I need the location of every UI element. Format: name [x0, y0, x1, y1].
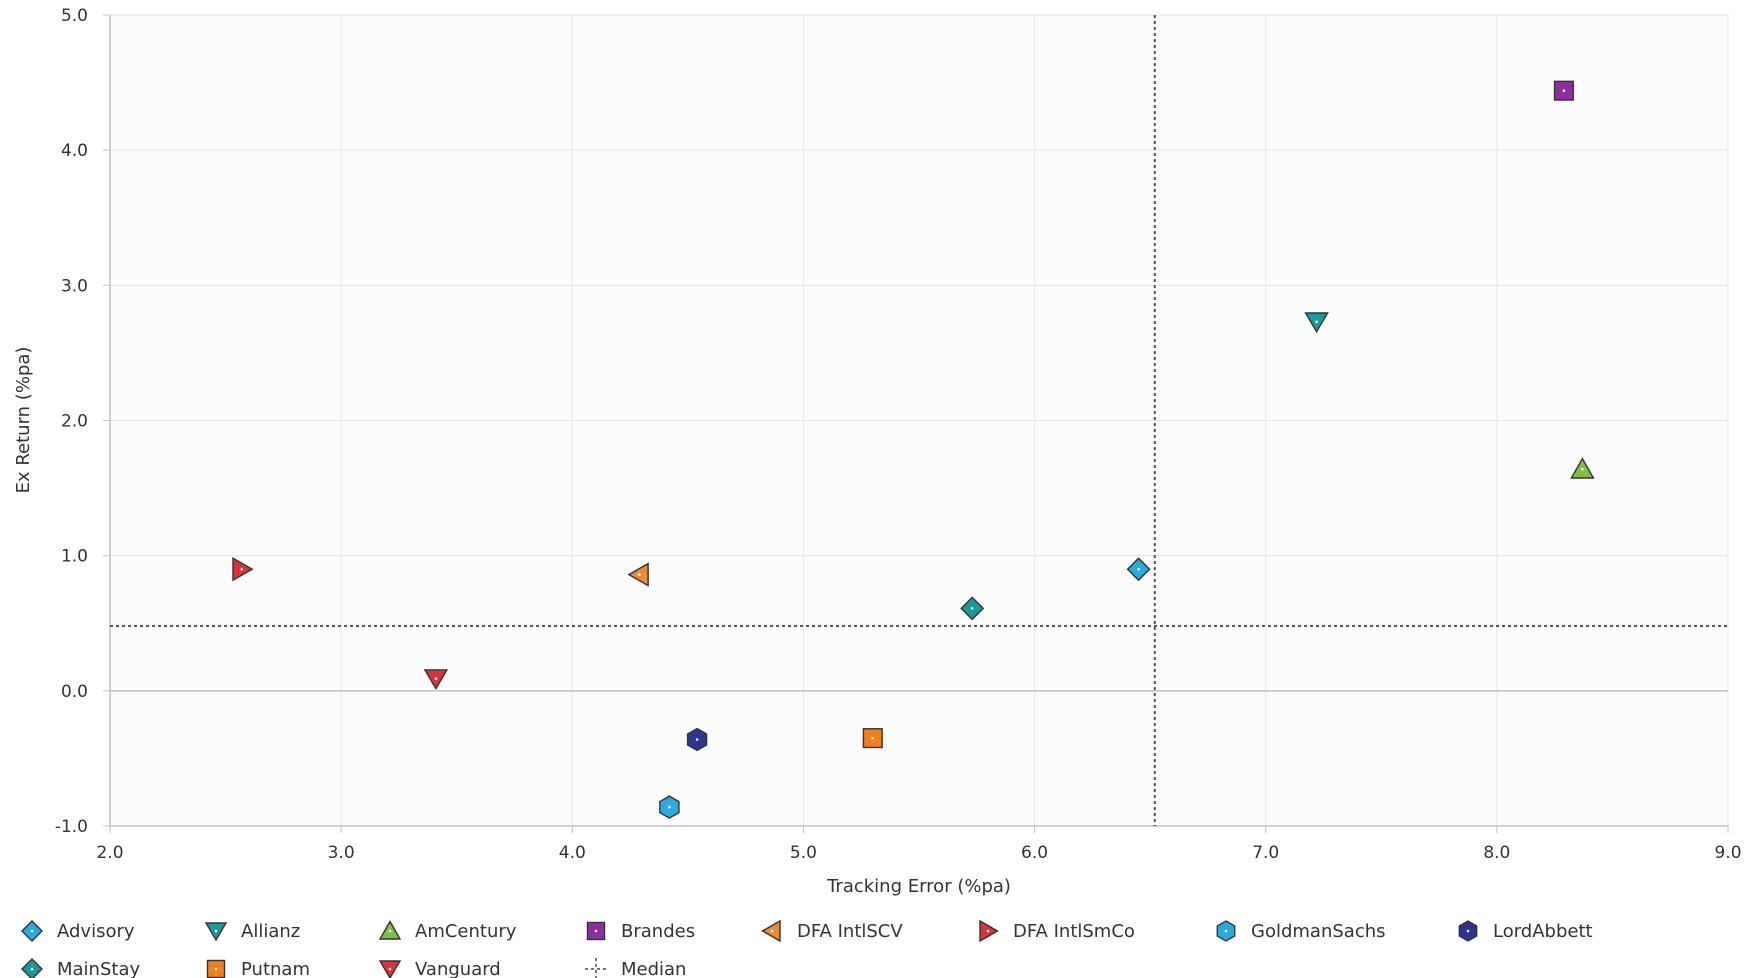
- marker-advisory-center: [1137, 567, 1140, 571]
- point-allianz: [1304, 312, 1329, 334]
- point-putnam: [862, 728, 883, 749]
- legend: Advisory Allianz AmCentury Brandes DFA IntlS…: [21, 919, 1593, 978]
- legend-item-median: Median: [585, 958, 686, 978]
- legend-item-putnam: Putnam: [206, 959, 310, 978]
- legend-item-advisory: Advisory: [21, 920, 135, 942]
- marker-dfa-intlscv-center: [638, 573, 641, 576]
- y-tick-label: -1.0: [55, 817, 88, 837]
- x-axis-title: Tracking Error (%pa): [826, 876, 1011, 897]
- legend-label-dfa-intlscv: DFA IntlSCV: [797, 921, 903, 942]
- point-dfa-intlscv: [627, 562, 649, 587]
- legend-item-mainstay: MainStay: [21, 958, 140, 978]
- point-mainstay: [960, 596, 985, 621]
- legend-marker-putnam-center: [214, 967, 218, 971]
- marker-amcentury-center: [1581, 467, 1584, 471]
- legend-marker-goldmansachs-center: [1224, 929, 1228, 933]
- marker-goldmansachs-center: [668, 805, 671, 809]
- y-tick-label: 1.0: [61, 547, 88, 567]
- y-tick-label: 4.0: [61, 141, 88, 161]
- legend-label-lordabbett: LordAbbett: [1493, 921, 1593, 942]
- legend-label-vanguard: Vanguard: [415, 959, 501, 978]
- legend-item-vanguard: Vanguard: [378, 959, 501, 978]
- y-axis-title: Ex Return (%pa): [13, 347, 34, 494]
- x-tick-label: 8.0: [1483, 843, 1510, 863]
- tick-labels: 2.0 3.0 4.0 5.0 6.0 7.0 8.0 9.0 -1.0 0.0 1.0 2.0 3.0…: [55, 6, 1742, 863]
- y-tick-label: 3.0: [61, 276, 88, 296]
- y-tick-label: 5.0: [61, 6, 88, 26]
- legend-marker-mainstay-center: [30, 967, 34, 971]
- x-tick-label: 4.0: [559, 843, 586, 863]
- point-advisory: [1126, 557, 1151, 582]
- point-amcentury: [1570, 457, 1595, 479]
- marker-putnam-center: [871, 736, 875, 740]
- y-tick-label: 0.0: [61, 682, 88, 702]
- legend-marker-brandes-center: [594, 929, 598, 933]
- marker-allianz-center: [1315, 320, 1318, 324]
- marker-vanguard-center: [434, 677, 438, 680]
- legend-marker-vanguard-center: [388, 967, 392, 971]
- point-goldmansachs: [659, 795, 680, 819]
- legend-label-brandes: Brandes: [621, 921, 695, 942]
- legend-item-amcentury: AmCentury: [378, 920, 517, 942]
- point-dfa-intlsmco: [232, 556, 254, 582]
- axes: [103, 14, 1729, 833]
- legend-item-dfa-intlsmco: DFA IntlSmCo: [979, 919, 1135, 943]
- point-lordabbett: [686, 727, 708, 752]
- x-tick-label: 9.0: [1714, 843, 1741, 863]
- legend-label-median: Median: [621, 959, 686, 978]
- legend-label-allianz: Allianz: [241, 921, 300, 942]
- marker-brandes-center: [1562, 89, 1566, 92]
- legend-marker-dfa-intlsmco-center: [986, 929, 990, 933]
- x-tick-label: 5.0: [790, 843, 817, 863]
- x-tick-label: 7.0: [1252, 843, 1279, 863]
- x-tick-label: 6.0: [1021, 843, 1048, 863]
- legend-label-amcentury: AmCentury: [415, 921, 517, 942]
- legend-label-dfa-intlsmco: DFA IntlSmCo: [1013, 921, 1135, 942]
- marker-dfa-intlsmco-center: [240, 567, 244, 571]
- legend-label-goldmansachs: GoldmanSachs: [1251, 921, 1386, 942]
- legend-marker-advisory-center: [30, 929, 34, 933]
- x-tick-label: 2.0: [96, 843, 123, 863]
- legend-marker-lordabbett-center: [1466, 929, 1470, 933]
- legend-item-allianz: Allianz: [204, 921, 300, 942]
- legend-label-mainstay: MainStay: [57, 959, 140, 978]
- legend-item-brandes: Brandes: [586, 921, 695, 942]
- data-points: [232, 80, 1595, 819]
- legend-label-advisory: Advisory: [57, 921, 135, 942]
- legend-item-goldmansachs: GoldmanSachs: [1216, 920, 1386, 942]
- legend-marker-amcentury-center: [388, 929, 392, 933]
- y-tick-label: 2.0: [61, 412, 88, 432]
- legend-item-lordabbett: LordAbbett: [1458, 920, 1593, 942]
- legend-label-putnam: Putnam: [241, 959, 310, 978]
- legend-marker-allianz-center: [214, 929, 218, 933]
- legend-marker-dfa-intlscv-center: [770, 929, 774, 933]
- legend-item-dfa-intlscv: DFA IntlSCV: [761, 919, 903, 943]
- marker-mainstay-center: [970, 607, 974, 610]
- x-tick-label: 3.0: [328, 843, 355, 863]
- grid-lines: [109, 14, 1729, 827]
- point-brandes: [1553, 80, 1574, 101]
- point-vanguard: [423, 669, 449, 690]
- marker-lordabbett-center: [695, 738, 699, 741]
